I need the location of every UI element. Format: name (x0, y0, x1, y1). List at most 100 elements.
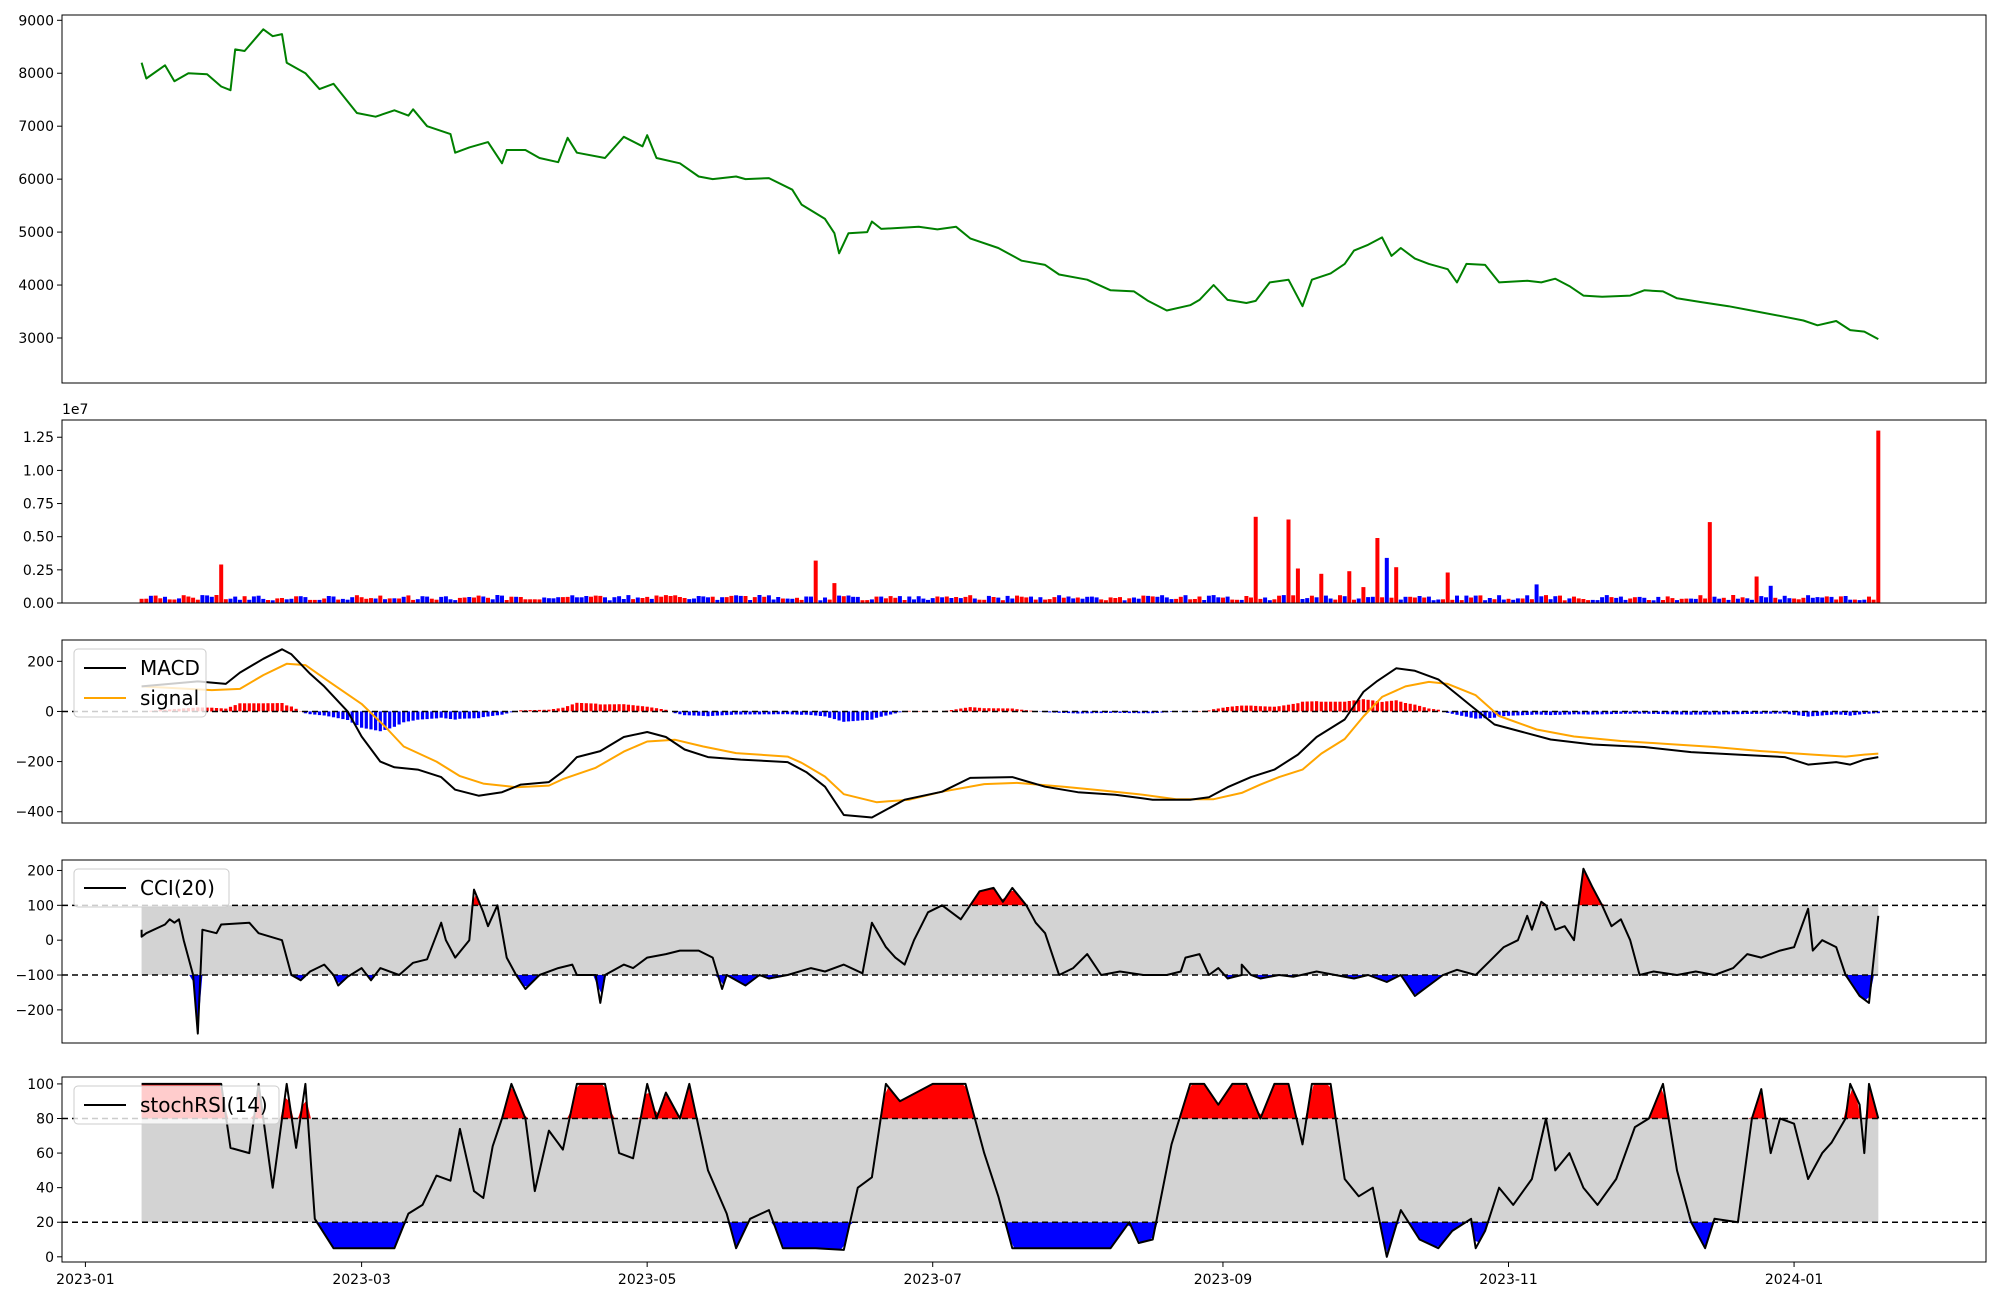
macd-histogram-bar (1521, 711, 1525, 716)
macd-histogram-bar (406, 711, 410, 722)
macd-histogram-bar (542, 709, 546, 712)
volume-bar (837, 595, 842, 603)
macd-histogram-bar (575, 702, 579, 712)
volume-bar (1749, 599, 1754, 603)
volume-bar (1871, 599, 1876, 603)
macd-histogram-bar (495, 711, 499, 716)
macd-histogram-bar (313, 711, 317, 715)
volume-bar (1394, 567, 1399, 603)
macd-histogram-bar (889, 711, 893, 715)
macd-histogram-bar (528, 710, 532, 712)
macd-histogram-bar (711, 711, 715, 716)
macd-histogram-bar (589, 703, 593, 712)
volume-bar (982, 599, 987, 603)
volume-bar (373, 598, 378, 603)
volume-bar (1609, 597, 1614, 603)
volume-bar (645, 596, 650, 603)
volume-bar (734, 595, 739, 603)
volume-bar (237, 599, 242, 603)
volume-bar (1071, 598, 1076, 603)
macd-histogram-bar (1483, 711, 1487, 719)
stochrsi-line (141, 1082, 1880, 1258)
volume-bar (1834, 599, 1839, 603)
volume-bar (1029, 596, 1033, 603)
macd-histogram-bar (996, 708, 1000, 712)
volume-bar (1506, 598, 1511, 603)
macd-histogram-bar (430, 711, 434, 719)
macd-histogram-bar (1015, 709, 1019, 712)
volume-bar (954, 597, 959, 603)
macd-histogram-bar (1249, 705, 1253, 712)
macd-histogram-bar (879, 711, 883, 717)
volume-bar (1202, 600, 1207, 603)
macd-histogram-bar (762, 711, 766, 715)
macd-histogram-bar (336, 711, 340, 719)
macd-histogram-bar (968, 707, 972, 712)
volume-bar (1838, 596, 1843, 603)
volume-bar (883, 598, 888, 603)
macd-histogram-bar (1169, 711, 1174, 712)
legend: CCI(20) (73, 868, 230, 908)
panel-macd: −400 −200 0 200 MACD signal (16, 639, 1987, 824)
volume-bar (364, 598, 369, 603)
volume-bar (457, 597, 462, 603)
volume-bar (1047, 599, 1052, 603)
macd-histogram-bar (612, 704, 616, 712)
ytick-label: −400 (16, 805, 54, 821)
volume-bar (1703, 598, 1708, 603)
macd-histogram-bar (1450, 711, 1454, 714)
volume-bar (177, 598, 181, 603)
volume-bar (1080, 598, 1085, 603)
volume-bar (406, 595, 411, 603)
xtick-label: 2023-11 (1479, 1272, 1538, 1288)
macd-histogram-bar (350, 711, 354, 723)
volume-bar (907, 596, 912, 603)
macd-histogram-bar (1099, 711, 1103, 714)
volume-bar (846, 595, 851, 603)
volume-bar (1085, 596, 1090, 603)
macd-histogram-bar (1408, 703, 1412, 712)
macd-histogram-bar (448, 711, 453, 719)
macd-histogram-bar (1085, 711, 1089, 714)
macd-histogram-bar (626, 704, 630, 712)
macd-histogram-bar (1717, 711, 1721, 715)
volume-bar (434, 599, 439, 603)
volume-bar (869, 599, 874, 603)
macd-histogram-bar (1638, 711, 1642, 714)
macd-histogram-bar (303, 711, 307, 714)
macd-histogram-bar (1563, 711, 1567, 715)
macd-histogram-bar (388, 711, 392, 729)
plot-area-price (140, 28, 1879, 340)
volume-bar (280, 598, 284, 603)
volume-bar (312, 599, 317, 603)
volume-bar (1876, 430, 1881, 603)
volume-bar (205, 595, 210, 603)
macd-histogram-bar (1277, 706, 1281, 712)
macd-histogram-bar (1539, 711, 1543, 715)
macd-histogram-bar (397, 711, 401, 725)
macd-histogram-bar (1867, 711, 1871, 714)
volume-bar (266, 600, 270, 603)
volume-bar (1417, 596, 1422, 603)
volume-bar (242, 596, 247, 603)
macd-histogram-bar (898, 711, 902, 713)
ytick-label: 100 (27, 1077, 54, 1093)
volume-bar (369, 598, 373, 603)
volume-bar (790, 598, 795, 603)
volume-bar (710, 596, 715, 603)
macd-histogram-bar (1642, 711, 1646, 714)
legend-box (73, 648, 207, 718)
macd-histogram-bar (1731, 711, 1735, 715)
volume-bar (912, 599, 916, 603)
volume-bar (696, 596, 701, 603)
volume-bar (340, 598, 345, 603)
volume-bar (1000, 600, 1005, 603)
ytick-label: −200 (16, 1003, 54, 1019)
macd-histogram-bar (963, 707, 968, 712)
macd-histogram-bar (1357, 699, 1361, 712)
macd-histogram-bar (786, 711, 790, 715)
volume-bar (729, 595, 734, 603)
macd-histogram-bar (1029, 710, 1033, 712)
macd-histogram-bar (360, 711, 364, 728)
macd-histogram-bar (537, 709, 542, 712)
